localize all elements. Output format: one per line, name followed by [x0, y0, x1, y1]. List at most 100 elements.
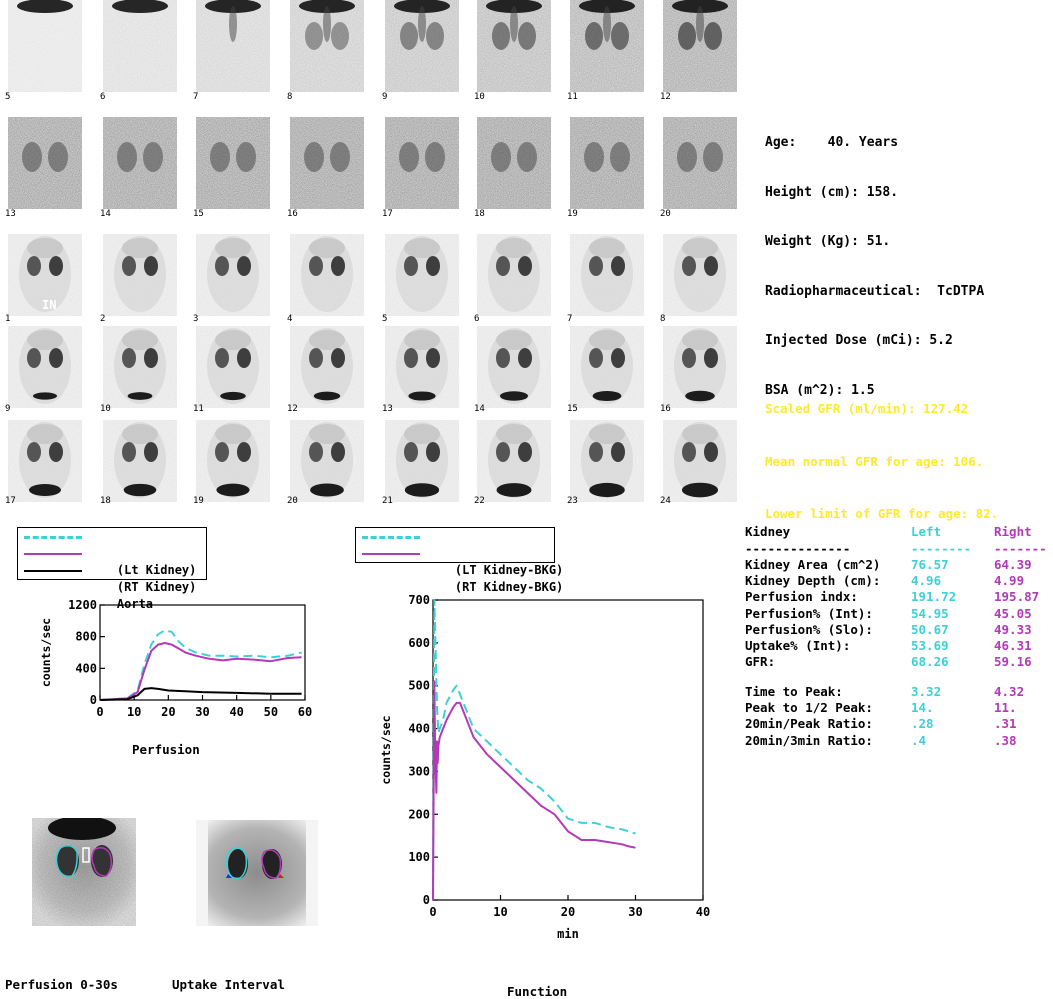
legend-swatch-solid	[24, 570, 82, 572]
scan-frame	[663, 420, 737, 502]
frame-number: 17	[5, 496, 16, 506]
legend-label: Aorta	[116, 597, 154, 611]
perfusion-caption: Perfusion	[132, 742, 200, 757]
series-line	[432, 599, 636, 901]
frame-number: 18	[100, 496, 111, 506]
scan-frame	[103, 234, 177, 316]
frame-number: 15	[567, 404, 578, 414]
frame-number: 17	[382, 209, 393, 219]
y-tick-label: 700	[408, 593, 430, 607]
frame-number: 15	[193, 209, 204, 219]
table-header-label: Kidney	[745, 524, 791, 539]
x-tick-label: 40	[229, 705, 243, 719]
scan-frame	[570, 117, 644, 209]
table-cell-label: Perfusion% (Int):	[745, 605, 873, 621]
frame-number: 11	[567, 92, 578, 102]
plot-frame	[432, 599, 704, 901]
frame-number: 10	[474, 92, 485, 102]
mean-normal-gfr: Mean normal GFR for age: 106.	[765, 453, 984, 469]
scan-frame	[385, 234, 459, 316]
frame-number: 11	[193, 404, 204, 414]
table-cell-right: 64.39	[994, 557, 1032, 572]
x-tick-label: 20	[161, 705, 175, 719]
lower-limit-gfr: Lower limit of GFR for age: 82.	[765, 506, 999, 521]
series-line	[99, 687, 302, 701]
patient-age: Age: 40. Years	[765, 135, 899, 150]
scan-frame	[290, 326, 364, 408]
scan-frame	[570, 420, 644, 502]
scan-frame	[570, 326, 644, 408]
table-cell-label: Time to Peak:	[745, 684, 843, 699]
table-cell-left: 68.26	[911, 654, 949, 670]
scan-frame	[477, 0, 551, 92]
frame-number: 1	[5, 314, 11, 324]
table-cell-left: 54.95	[911, 605, 949, 621]
table-cell-left: .28	[911, 716, 934, 732]
legend-swatch-dashed	[24, 536, 82, 539]
frame-number: 16	[660, 404, 671, 414]
patient-bsa: BSA (m^2): 1.5	[765, 382, 875, 398]
table-divider-right: -------	[994, 541, 1047, 556]
frame-number: 23	[567, 496, 578, 506]
legend-item-rt-kidney: (RT Kidney)	[18, 545, 206, 594]
table-cell-label: Peak to 1/2 Peak:	[745, 700, 873, 716]
series-line	[99, 629, 302, 701]
scan-frame	[8, 326, 82, 408]
scan-frame	[290, 0, 364, 92]
frame-number: 12	[287, 404, 298, 414]
scan-frame	[290, 420, 364, 502]
y-tick-label: 400	[408, 722, 430, 736]
perfusion-legend: (Lt Kidney) (RT Kidney) Aorta	[17, 527, 207, 611]
table-cell-label: Uptake% (Int):	[745, 638, 851, 653]
table-header-right: Right	[994, 524, 1032, 539]
table-cell-right: 45.05	[994, 605, 1032, 621]
scan-frame	[477, 326, 551, 408]
table-cell-right: 4.99	[994, 573, 1025, 589]
table-header-left: Left	[911, 524, 942, 539]
scan-frame	[103, 420, 177, 502]
frame-number: 20	[287, 496, 298, 506]
scan-frame	[103, 0, 177, 92]
gfr-summary: Scaled GFR (ml/min): 127.42 Mean normal …	[765, 365, 998, 540]
table-cell-right: 46.31	[994, 638, 1032, 653]
y-tick-label: 400	[75, 661, 97, 675]
table-cell-right: .38	[994, 732, 1017, 748]
scan-frame	[385, 326, 459, 408]
x-tick-label: 30	[628, 905, 642, 919]
scan-frame	[8, 234, 82, 316]
frame-number: 19	[193, 496, 204, 506]
scan-frame	[196, 234, 270, 316]
patient-info: Age: 40. Years Height (cm): 158. Weight …	[765, 102, 984, 416]
frame-number: 6	[100, 92, 106, 102]
plot-frame	[99, 604, 306, 701]
x-tick-label: 30	[195, 705, 209, 719]
legend-item-aorta: Aorta	[18, 562, 206, 611]
frame-number: 14	[100, 209, 111, 219]
table-cell-label: Perfusion indx:	[745, 589, 858, 605]
x-tick-label: 60	[298, 705, 312, 719]
frame-number: 20	[660, 209, 671, 219]
x-axis-label: min	[557, 927, 579, 941]
scan-frame	[663, 234, 737, 316]
function-legend: (LT Kidney-BKG) (RT Kidney-BKG)	[355, 527, 563, 594]
frame-number: 13	[5, 209, 16, 219]
scan-frame	[570, 234, 644, 316]
x-tick-label: 40	[696, 905, 710, 919]
legend-label: (RT Kidney)	[116, 580, 197, 594]
table-cell-left: 50.67	[911, 621, 949, 637]
y-axis-label: counts/sec	[39, 618, 53, 687]
table-cell-label: 20min/Peak Ratio:	[745, 716, 873, 732]
table-divider-left: --------	[911, 541, 972, 556]
table-cell-left: 76.57	[911, 557, 949, 572]
frame-number: 9	[5, 404, 11, 414]
table-cell-left: 14.	[911, 700, 934, 716]
legend-label: (RT Kidney-BKG)	[454, 580, 564, 594]
scan-frame	[477, 420, 551, 502]
scan-frame	[196, 420, 270, 502]
scan-frame	[8, 420, 82, 502]
scan-frame	[385, 420, 459, 502]
table-cell-right: 11.	[994, 700, 1017, 716]
scan-frame	[663, 0, 737, 92]
y-tick-label: 800	[75, 630, 97, 644]
y-axis-label: counts/sec	[379, 715, 393, 784]
